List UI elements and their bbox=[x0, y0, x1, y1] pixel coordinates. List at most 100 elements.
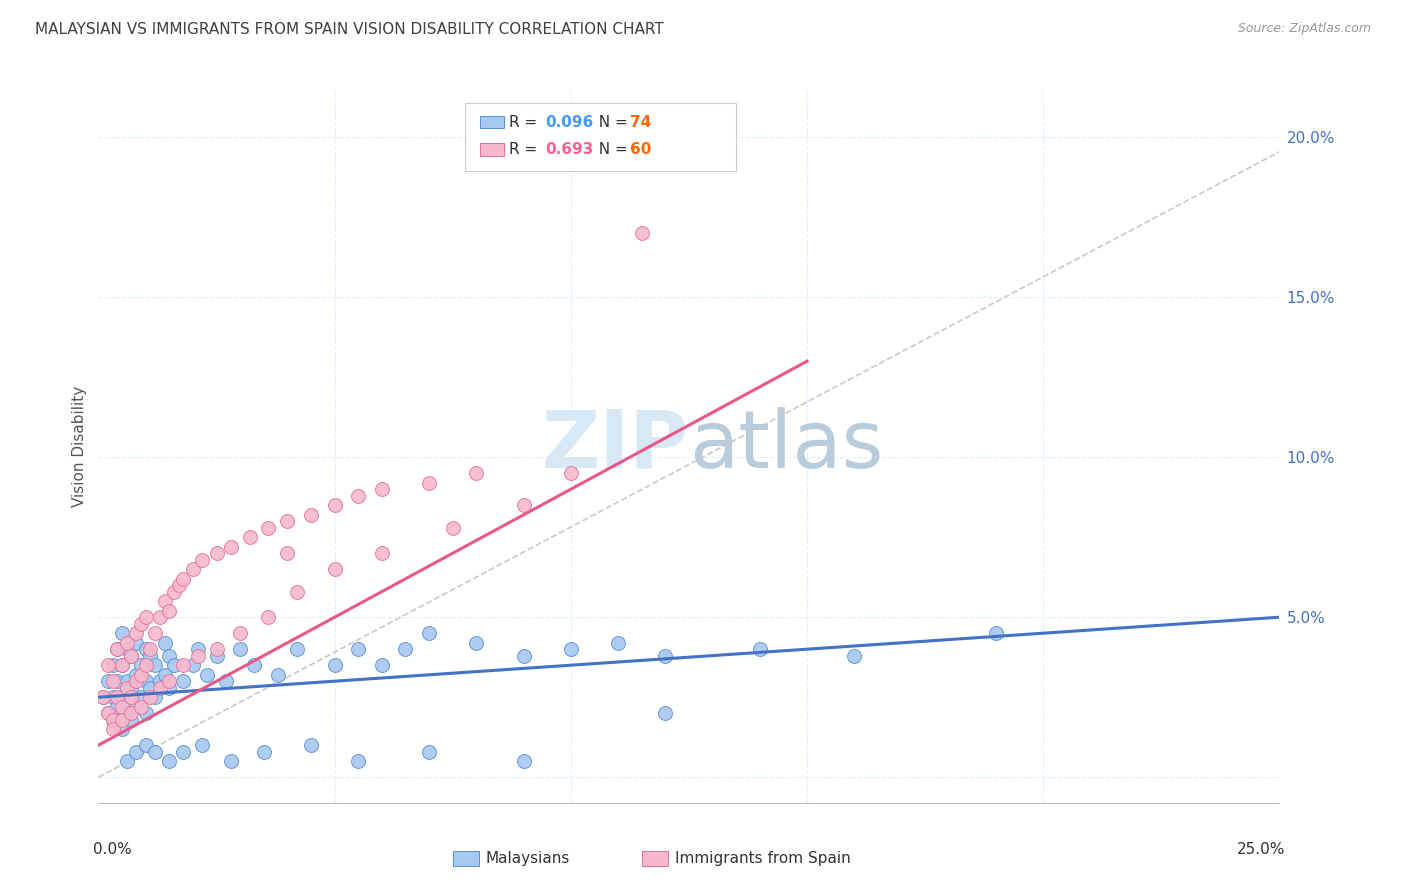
Point bbox=[371, 658, 394, 673]
Point bbox=[512, 754, 534, 768]
Point bbox=[257, 520, 280, 534]
Point bbox=[153, 636, 176, 650]
Text: 60: 60 bbox=[630, 142, 651, 157]
Point bbox=[139, 681, 162, 695]
Text: R =: R = bbox=[509, 114, 543, 129]
Text: MALAYSIAN VS IMMIGRANTS FROM SPAIN VISION DISABILITY CORRELATION CHART: MALAYSIAN VS IMMIGRANTS FROM SPAIN VISIO… bbox=[35, 22, 664, 37]
Point bbox=[97, 706, 120, 721]
Point bbox=[125, 745, 148, 759]
Point bbox=[299, 508, 322, 522]
Point bbox=[276, 546, 298, 560]
Point bbox=[654, 706, 676, 721]
Point bbox=[191, 738, 214, 752]
Text: N =: N = bbox=[589, 142, 633, 157]
Point bbox=[163, 658, 186, 673]
Point bbox=[257, 610, 280, 624]
Point bbox=[101, 713, 124, 727]
Point bbox=[219, 754, 242, 768]
Point bbox=[143, 745, 166, 759]
Point bbox=[101, 658, 124, 673]
Point bbox=[267, 668, 290, 682]
Text: 74: 74 bbox=[630, 114, 651, 129]
Point bbox=[512, 498, 534, 512]
Point bbox=[560, 642, 582, 657]
Point bbox=[607, 636, 630, 650]
Point bbox=[153, 668, 176, 682]
Point bbox=[121, 706, 143, 721]
Point bbox=[129, 699, 152, 714]
Point bbox=[465, 466, 488, 480]
Point bbox=[187, 642, 209, 657]
Point bbox=[101, 674, 124, 689]
Point bbox=[111, 699, 134, 714]
Point bbox=[844, 648, 866, 663]
Text: Malaysians: Malaysians bbox=[486, 851, 571, 866]
Point bbox=[191, 552, 214, 566]
Point bbox=[172, 658, 194, 673]
Point bbox=[105, 674, 128, 689]
Point bbox=[115, 674, 138, 689]
Point bbox=[239, 530, 262, 544]
Point bbox=[125, 699, 148, 714]
Y-axis label: Vision Disability: Vision Disability bbox=[72, 385, 87, 507]
Point bbox=[181, 562, 204, 576]
Point bbox=[105, 642, 128, 657]
Point bbox=[121, 648, 143, 663]
Point bbox=[153, 594, 176, 608]
Point bbox=[157, 681, 180, 695]
Text: 0.0%: 0.0% bbox=[93, 842, 131, 856]
Point bbox=[111, 658, 134, 673]
FancyBboxPatch shape bbox=[641, 851, 668, 865]
Point bbox=[285, 642, 308, 657]
Point bbox=[125, 636, 148, 650]
Point bbox=[195, 668, 218, 682]
Point bbox=[115, 681, 138, 695]
Point bbox=[97, 674, 120, 689]
Point bbox=[219, 540, 242, 554]
Point bbox=[149, 674, 172, 689]
Text: Immigrants from Spain: Immigrants from Spain bbox=[675, 851, 851, 866]
Point bbox=[243, 658, 266, 673]
Point bbox=[465, 636, 488, 650]
Point bbox=[115, 642, 138, 657]
Point bbox=[115, 636, 138, 650]
Point bbox=[101, 722, 124, 736]
Point bbox=[129, 668, 152, 682]
Point bbox=[135, 610, 157, 624]
FancyBboxPatch shape bbox=[453, 851, 478, 865]
Point bbox=[129, 690, 152, 705]
Point bbox=[125, 626, 148, 640]
Point bbox=[371, 482, 394, 496]
Point bbox=[630, 226, 652, 240]
Point bbox=[215, 674, 238, 689]
Point bbox=[115, 706, 138, 721]
Point bbox=[143, 626, 166, 640]
Point bbox=[143, 690, 166, 705]
Point bbox=[512, 648, 534, 663]
Text: ZIP: ZIP bbox=[541, 407, 689, 485]
Point bbox=[299, 738, 322, 752]
Point bbox=[347, 642, 370, 657]
Point bbox=[157, 604, 180, 618]
FancyBboxPatch shape bbox=[479, 116, 503, 128]
Point bbox=[181, 658, 204, 673]
Point bbox=[276, 514, 298, 528]
Point bbox=[229, 642, 252, 657]
Text: R =: R = bbox=[509, 142, 543, 157]
Point bbox=[105, 699, 128, 714]
Point bbox=[125, 668, 148, 682]
Point bbox=[172, 572, 194, 586]
Point bbox=[323, 562, 346, 576]
Point bbox=[229, 626, 252, 640]
Point bbox=[323, 498, 346, 512]
Point bbox=[135, 674, 157, 689]
Point bbox=[121, 681, 143, 695]
Point bbox=[172, 745, 194, 759]
Point bbox=[111, 626, 134, 640]
Point bbox=[135, 706, 157, 721]
Point bbox=[135, 738, 157, 752]
FancyBboxPatch shape bbox=[479, 143, 503, 155]
Point bbox=[149, 681, 172, 695]
Text: Source: ZipAtlas.com: Source: ZipAtlas.com bbox=[1237, 22, 1371, 36]
Point bbox=[121, 713, 143, 727]
